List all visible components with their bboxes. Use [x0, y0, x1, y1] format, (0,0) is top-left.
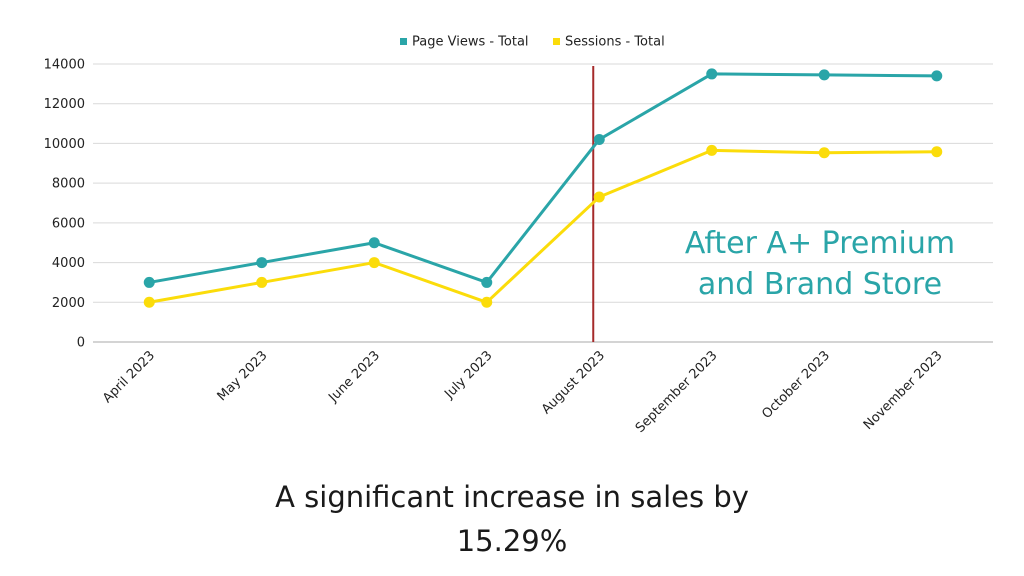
caption-line-2: 15.29%	[456, 524, 568, 558]
data-point	[931, 70, 943, 82]
legend-label: Sessions - Total	[565, 35, 665, 50]
data-point	[593, 191, 605, 203]
data-point	[818, 69, 830, 81]
caption-line-1: A significant increase in sales by	[275, 480, 749, 514]
annotation-text: After A+ Premium	[685, 226, 955, 261]
y-tick-label: 14000	[44, 58, 85, 73]
x-tick-label: August 2023	[539, 348, 608, 417]
x-tick-label: July 2023	[441, 348, 495, 402]
data-point	[481, 296, 493, 308]
data-point	[706, 144, 718, 156]
x-tick-label: April 2023	[100, 348, 158, 406]
series-line	[148, 148, 937, 304]
y-tick-label: 8000	[52, 177, 85, 192]
annotation-text: and Brand Store	[698, 267, 942, 302]
y-tick-label: 12000	[44, 97, 85, 112]
y-tick-label: 6000	[52, 216, 85, 231]
x-tick-label: October 2023	[759, 348, 833, 422]
y-tick-label: 10000	[44, 137, 85, 152]
data-point	[818, 147, 830, 159]
data-point	[143, 296, 155, 308]
data-point	[931, 146, 943, 158]
x-tick-label: May 2023	[215, 348, 271, 404]
data-point	[256, 257, 268, 269]
line-chart: 0 2000 4000 6000 8000 10000 12000 14000 April 20…	[44, 35, 993, 436]
x-tick-label: June 2023	[325, 348, 383, 406]
data-point	[256, 276, 268, 288]
legend-swatch	[400, 38, 407, 45]
data-point	[143, 276, 155, 288]
series-line	[148, 72, 937, 284]
legend-swatch	[553, 38, 560, 45]
x-tick-label: November 2023	[861, 348, 946, 433]
data-point	[593, 133, 605, 145]
legend-label: Page Views - Total	[412, 35, 529, 50]
y-tick-label: 0	[77, 336, 85, 351]
data-point	[706, 68, 718, 80]
data-point	[368, 237, 380, 249]
y-tick-label: 4000	[52, 256, 85, 271]
data-point	[481, 276, 493, 288]
y-tick-label: 2000	[52, 296, 85, 311]
x-tick-label: September 2023	[633, 348, 721, 436]
data-point	[368, 257, 380, 269]
